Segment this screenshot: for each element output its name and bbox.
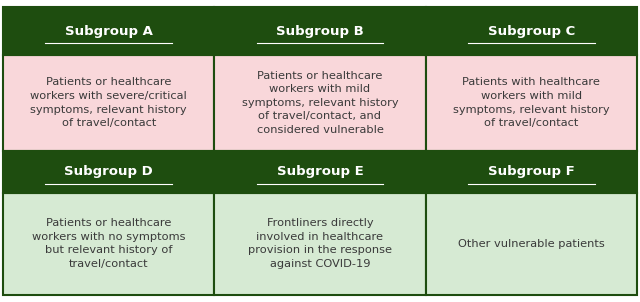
Text: Subgroup B: Subgroup B bbox=[276, 24, 364, 38]
Text: Subgroup E: Subgroup E bbox=[276, 165, 364, 178]
Text: Frontliners directly
involved in healthcare
provision in the response
against CO: Frontliners directly involved in healthc… bbox=[248, 218, 392, 269]
Bar bbox=[3, 55, 214, 151]
Text: Subgroup F: Subgroup F bbox=[488, 165, 575, 178]
Bar bbox=[426, 8, 637, 55]
Bar bbox=[3, 151, 214, 193]
Text: Patients or healthcare
workers with no symptoms
but relevant history of
travel/c: Patients or healthcare workers with no s… bbox=[32, 218, 186, 269]
Text: Patients or healthcare
workers with mild
symptoms, relevant history
of travel/co: Patients or healthcare workers with mild… bbox=[242, 71, 398, 135]
Bar bbox=[426, 55, 637, 151]
Text: Subgroup D: Subgroup D bbox=[65, 165, 153, 178]
Text: Patients or healthcare
workers with severe/critical
symptoms, relevant history
o: Patients or healthcare workers with seve… bbox=[31, 78, 187, 128]
Text: Subgroup C: Subgroup C bbox=[488, 24, 575, 38]
Bar bbox=[214, 55, 426, 151]
Bar bbox=[426, 193, 637, 294]
Text: Patients with healthcare
workers with mild
symptoms, relevant history
of travel/: Patients with healthcare workers with mi… bbox=[453, 78, 609, 128]
Bar bbox=[214, 193, 426, 294]
Bar bbox=[214, 151, 426, 193]
Bar bbox=[3, 8, 214, 55]
Text: Subgroup A: Subgroup A bbox=[65, 24, 153, 38]
Bar bbox=[3, 193, 214, 294]
Bar bbox=[214, 8, 426, 55]
Bar bbox=[426, 151, 637, 193]
Text: Other vulnerable patients: Other vulnerable patients bbox=[458, 239, 605, 249]
